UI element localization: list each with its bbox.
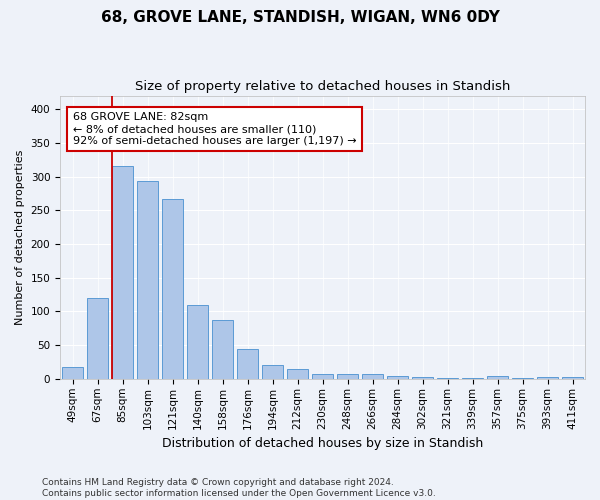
Bar (112, 166, 133, 379)
Bar (387, 376, 408, 379)
Bar (362, 374, 383, 379)
Bar (87, 298, 108, 379)
Bar (262, 366, 283, 379)
Y-axis label: Number of detached properties: Number of detached properties (15, 150, 25, 325)
Bar (512, 378, 533, 379)
Bar (162, 200, 183, 379)
Bar (487, 376, 508, 379)
Bar (562, 377, 583, 379)
Text: 68 GROVE LANE: 82sqm
← 8% of detached houses are smaller (110)
92% of semi-detac: 68 GROVE LANE: 82sqm ← 8% of detached ho… (73, 112, 356, 146)
Bar (462, 378, 483, 379)
Bar (62, 367, 83, 379)
Text: Contains HM Land Registry data © Crown copyright and database right 2024.
Contai: Contains HM Land Registry data © Crown c… (42, 478, 436, 498)
Bar (287, 369, 308, 379)
Bar (537, 377, 558, 379)
X-axis label: Distribution of detached houses by size in Standish: Distribution of detached houses by size … (162, 437, 483, 450)
Bar (437, 378, 458, 379)
Bar (187, 306, 208, 379)
Bar (337, 374, 358, 379)
Bar (412, 377, 433, 379)
Bar (312, 374, 333, 379)
Bar (212, 320, 233, 379)
Bar (237, 349, 258, 379)
Bar (137, 181, 158, 379)
Title: Size of property relative to detached houses in Standish: Size of property relative to detached ho… (135, 80, 510, 93)
Text: 68, GROVE LANE, STANDISH, WIGAN, WN6 0DY: 68, GROVE LANE, STANDISH, WIGAN, WN6 0DY (101, 10, 499, 25)
